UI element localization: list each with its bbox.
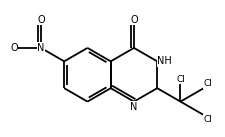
Text: NH: NH [157, 56, 172, 66]
Text: N: N [130, 102, 138, 112]
Text: Cl: Cl [204, 115, 213, 124]
Text: O: O [10, 43, 18, 53]
Text: O: O [37, 15, 45, 25]
Text: Cl: Cl [176, 75, 185, 84]
Text: O: O [130, 15, 138, 25]
Text: Cl: Cl [204, 79, 213, 88]
Text: N: N [37, 43, 45, 53]
